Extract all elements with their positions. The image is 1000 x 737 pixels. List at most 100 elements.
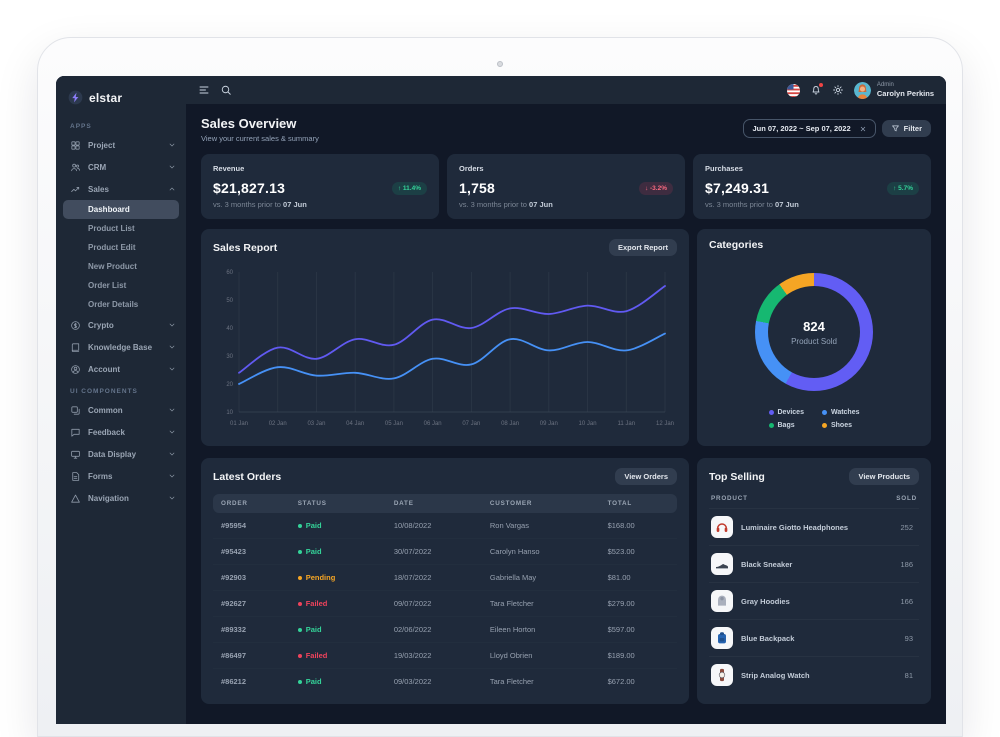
date-range-picker[interactable]: Jun 07, 2022 ~ Sep 07, 2022 [743,119,875,138]
top-selling-card: Top Selling View Products PRODUCT SOLD L… [697,458,931,704]
stat-compare: vs. 3 months prior to 07 Jun [213,200,427,209]
chevron-down-icon [168,163,176,171]
hoodie-icon [711,590,733,612]
table-row[interactable]: #95423Paid30/07/2022Carolyn Hanso$523.00 [213,539,677,565]
donut-legend: DevicesWatchesBagsShoes [769,409,860,429]
sidebar-section-label: UI COMPONENTS [56,380,186,399]
sidebar-item-feedback[interactable]: Feedback [56,421,186,443]
sidebar-subitem-order-list[interactable]: Order List [56,276,186,295]
table-row[interactable]: #95954Paid10/08/2022Ron Vargas$168.00 [213,513,677,539]
order-date: 02/06/2022 [386,617,482,643]
list-item[interactable]: Luminaire Giotto Headphones252 [709,509,919,546]
table-row[interactable]: #86212Paid09/03/2022Tara Fletcher$672.00 [213,669,677,695]
navigation-icon [70,493,81,504]
sidebar-subitem-order-details[interactable]: Order Details [56,295,186,314]
legend-item-devices: Devices [769,409,804,416]
search-icon[interactable] [220,84,232,96]
status-badge: Paid [298,677,378,686]
menu-icon[interactable] [198,84,210,96]
list-item[interactable]: Black Sneaker186 [709,546,919,583]
product-sold: 186 [900,560,917,569]
filter-button[interactable]: Filter [882,120,931,137]
view-products-button[interactable]: View Products [849,468,919,485]
column-header-customer: CUSTOMER [482,494,600,513]
view-orders-button[interactable]: View Orders [615,468,677,485]
order-customer: Lloyd Obrien [482,643,600,669]
svg-text:08 Jan: 08 Jan [501,421,519,427]
export-report-button[interactable]: Export Report [609,239,677,256]
topbar: Admin Carolyn Perkins [186,76,946,104]
chevron-down-icon [168,365,176,373]
charts-row: Sales Report Export Report 01 Jan02 Jan0… [201,229,931,446]
stat-label: Revenue [213,164,427,173]
svg-text:09 Jan: 09 Jan [540,421,558,427]
order-date: 10/08/2022 [386,513,482,539]
table-row[interactable]: #86497Failed19/03/2022Lloyd Obrien$189.0… [213,643,677,669]
sidebar-item-navigation[interactable]: Navigation [56,487,186,509]
status-dot-icon [298,550,302,554]
content-area: Sales Overview View your current sales &… [186,104,946,724]
table-row[interactable]: #92903Pending18/07/2022Gabriella May$81.… [213,565,677,591]
legend-label: Shoes [831,422,852,429]
top-selling-title: Top Selling [709,471,765,483]
status-dot-icon [298,602,302,606]
status-dot-icon [298,524,302,528]
stat-card-revenue: Revenue$21,827.13↑ 11.4%vs. 3 months pri… [201,154,439,219]
page-subtitle: View your current sales & summary [201,134,319,143]
sidebar-subitem-product-edit[interactable]: Product Edit [56,238,186,257]
headphones-icon [711,516,733,538]
clear-date-icon[interactable] [859,125,867,133]
donut-total: 824 [803,319,825,334]
svg-text:10: 10 [226,410,233,416]
legend-item-shoes: Shoes [822,422,860,429]
sidebar-item-data-display[interactable]: Data Display [56,443,186,465]
sidebar-item-project[interactable]: Project [56,134,186,156]
user-meta: Admin Carolyn Perkins [877,82,934,99]
watch-icon [711,664,733,686]
data-display-icon [70,449,81,460]
sales-icon [70,184,81,195]
order-date: 30/07/2022 [386,539,482,565]
order-total: $168.00 [600,513,677,539]
language-flag-icon[interactable] [787,84,800,97]
topbar-actions: Admin Carolyn Perkins [787,82,934,99]
sidebar-item-forms[interactable]: Forms [56,465,186,487]
order-total: $672.00 [600,669,677,695]
svg-text:40: 40 [226,326,233,332]
sidebar-item-account[interactable]: Account [56,358,186,380]
sidebar-item-sales[interactable]: Sales [56,178,186,200]
table-row[interactable]: #89332Paid02/06/2022Eileen Horton$597.00 [213,617,677,643]
settings-gear-icon[interactable] [832,84,844,96]
notifications-bell-icon[interactable] [810,84,822,96]
growth-badge: ↓ -3.2% [639,182,673,195]
sidebar-subitem-product-list[interactable]: Product List [56,219,186,238]
user-menu[interactable]: Admin Carolyn Perkins [854,82,934,99]
app-logo[interactable]: elstar [56,86,186,115]
order-total: $523.00 [600,539,677,565]
product-name: Gray Hoodies [741,597,892,606]
legend-label: Devices [778,409,804,416]
sidebar-item-common[interactable]: Common [56,399,186,421]
chevron-down-icon [168,494,176,502]
order-date: 19/03/2022 [386,643,482,669]
table-row[interactable]: #92627Failed09/07/2022Tara Fletcher$279.… [213,591,677,617]
categories-donut-area: 824 Product Sold DevicesWatchesBagsShoes [709,251,919,429]
list-item[interactable]: Strip Analog Watch81 [709,657,919,693]
page-header: Sales Overview View your current sales &… [201,116,931,143]
list-item[interactable]: Blue Backpack93 [709,620,919,657]
sidebar-subitem-dashboard[interactable]: Dashboard [63,200,179,219]
sidebar-item-knowledge-base[interactable]: Knowledge Base [56,336,186,358]
sidebar-item-crm[interactable]: CRM [56,156,186,178]
sidebar-item-crypto[interactable]: Crypto [56,314,186,336]
date-range-value: Jun 07, 2022 ~ Sep 07, 2022 [752,124,850,133]
status-dot-icon [298,680,302,684]
product-sold: 252 [900,523,917,532]
chevron-up-icon [168,185,176,193]
stat-cards: Revenue$21,827.13↑ 11.4%vs. 3 months pri… [201,154,931,219]
sidebar-item-label: CRM [88,163,106,172]
status-dot-icon [298,576,302,580]
sidebar-subitem-new-product[interactable]: New Product [56,257,186,276]
order-id: #95954 [213,513,290,539]
list-item[interactable]: Gray Hoodies166 [709,583,919,620]
stat-value: $21,827.13 [213,180,285,196]
